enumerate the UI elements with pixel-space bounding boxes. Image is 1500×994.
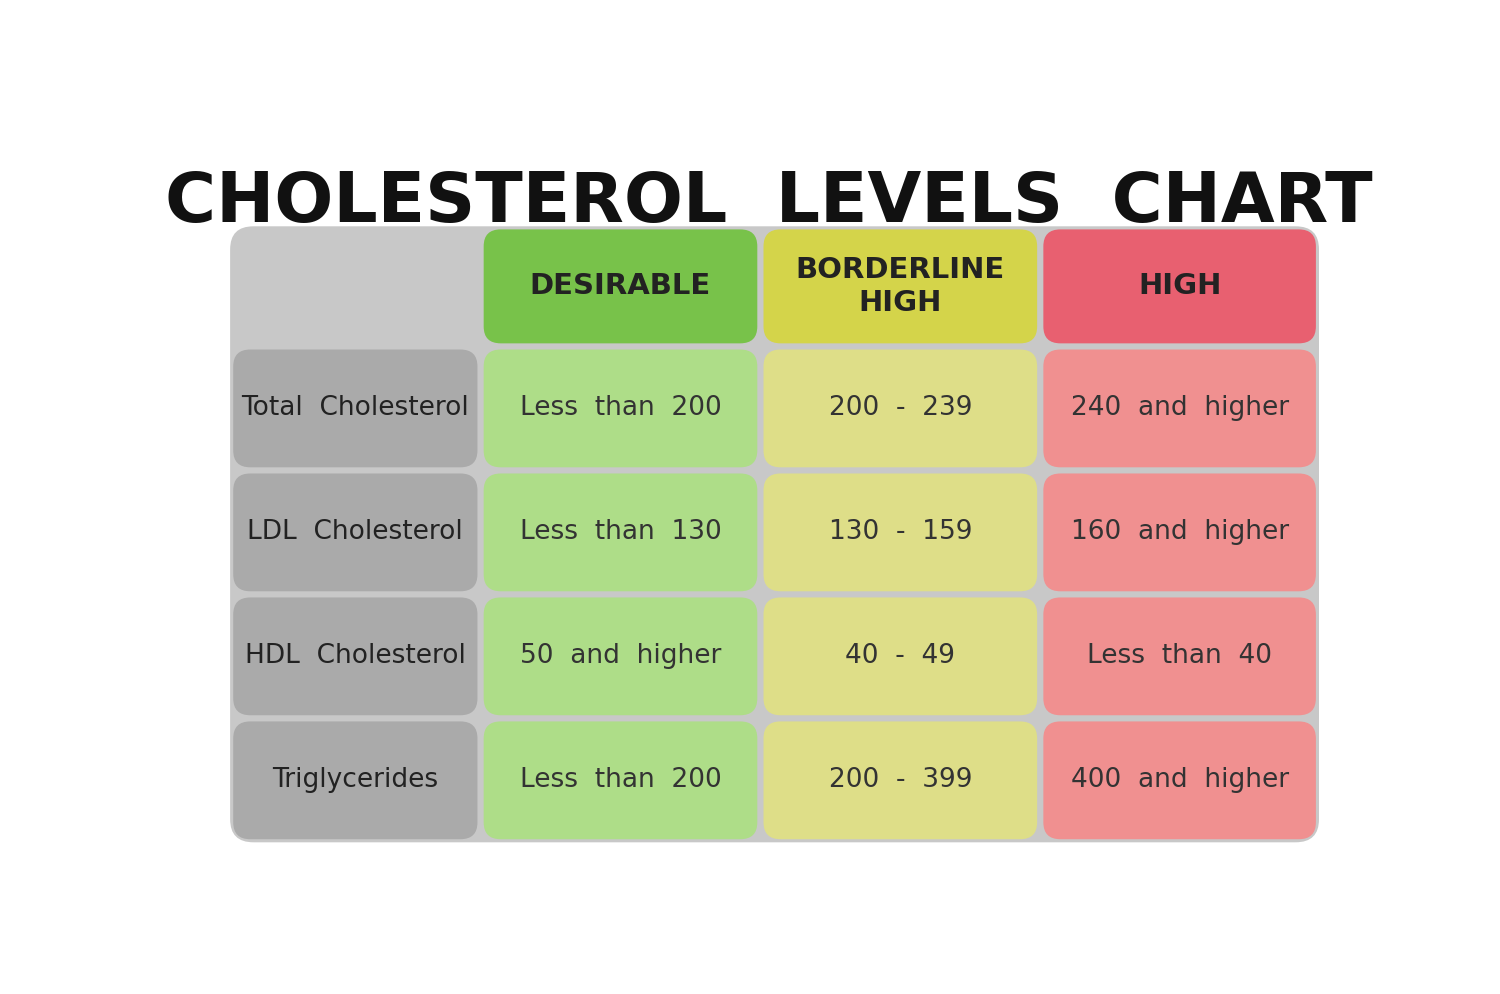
FancyBboxPatch shape xyxy=(1044,230,1316,343)
Text: Total  Cholesterol: Total Cholesterol xyxy=(242,396,470,421)
Text: 130  -  159: 130 - 159 xyxy=(828,520,972,546)
FancyBboxPatch shape xyxy=(764,722,1036,839)
Text: 160  and  higher: 160 and higher xyxy=(1071,520,1288,546)
FancyBboxPatch shape xyxy=(232,473,477,591)
Text: Less  than  130: Less than 130 xyxy=(519,520,722,546)
Text: 240  and  higher: 240 and higher xyxy=(1071,396,1288,421)
FancyBboxPatch shape xyxy=(483,597,758,716)
Text: DESIRABLE: DESIRABLE xyxy=(530,272,711,300)
FancyBboxPatch shape xyxy=(764,473,1036,591)
Text: Triglycerides: Triglycerides xyxy=(273,767,438,793)
Text: LDL  Cholesterol: LDL Cholesterol xyxy=(248,520,464,546)
FancyBboxPatch shape xyxy=(483,350,758,467)
FancyBboxPatch shape xyxy=(764,597,1036,716)
Text: 50  and  higher: 50 and higher xyxy=(520,643,722,669)
Text: 200  -  239: 200 - 239 xyxy=(828,396,972,421)
FancyBboxPatch shape xyxy=(232,722,477,839)
Text: Less  than  40: Less than 40 xyxy=(1088,643,1272,669)
FancyBboxPatch shape xyxy=(764,230,1036,343)
FancyBboxPatch shape xyxy=(230,227,1318,842)
Text: HIGH: HIGH xyxy=(1138,272,1221,300)
FancyBboxPatch shape xyxy=(1044,350,1316,467)
Text: 200  -  399: 200 - 399 xyxy=(828,767,972,793)
Text: HDL  Cholesterol: HDL Cholesterol xyxy=(244,643,466,669)
Text: CHOLESTEROL  LEVELS  CHART: CHOLESTEROL LEVELS CHART xyxy=(165,169,1372,236)
FancyBboxPatch shape xyxy=(232,350,477,467)
FancyBboxPatch shape xyxy=(483,722,758,839)
FancyBboxPatch shape xyxy=(1044,597,1316,716)
Text: BORDERLINE
HIGH: BORDERLINE HIGH xyxy=(795,256,1005,316)
Text: 40  -  49: 40 - 49 xyxy=(846,643,956,669)
FancyBboxPatch shape xyxy=(483,230,758,343)
FancyBboxPatch shape xyxy=(232,597,477,716)
FancyBboxPatch shape xyxy=(1044,722,1316,839)
FancyBboxPatch shape xyxy=(1044,473,1316,591)
FancyBboxPatch shape xyxy=(764,350,1036,467)
Text: Less  than  200: Less than 200 xyxy=(519,767,722,793)
Text: Less  than  200: Less than 200 xyxy=(519,396,722,421)
Text: 400  and  higher: 400 and higher xyxy=(1071,767,1288,793)
FancyBboxPatch shape xyxy=(483,473,758,591)
